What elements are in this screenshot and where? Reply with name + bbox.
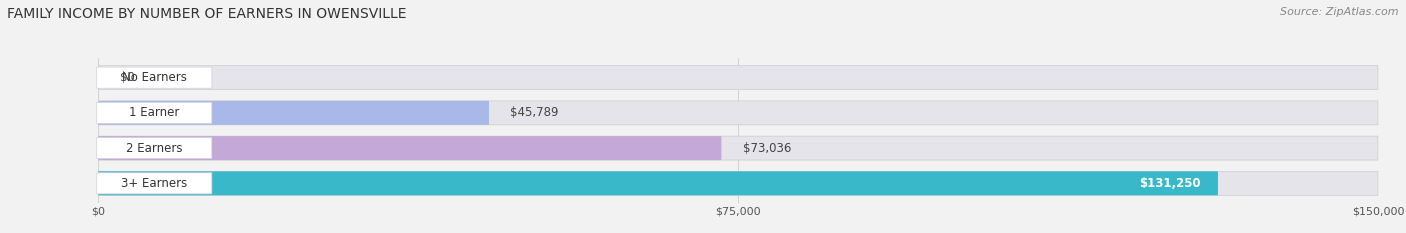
Text: 3+ Earners: 3+ Earners [121, 177, 187, 190]
Text: $73,036: $73,036 [742, 142, 792, 155]
FancyBboxPatch shape [98, 171, 1378, 195]
FancyBboxPatch shape [98, 101, 489, 125]
Text: $0: $0 [120, 71, 135, 84]
FancyBboxPatch shape [97, 67, 212, 88]
FancyBboxPatch shape [98, 66, 1378, 90]
FancyBboxPatch shape [97, 137, 212, 159]
FancyBboxPatch shape [98, 136, 1378, 160]
Text: 2 Earners: 2 Earners [127, 142, 183, 155]
FancyBboxPatch shape [98, 136, 721, 160]
Text: 1 Earner: 1 Earner [129, 106, 180, 119]
Text: $45,789: $45,789 [510, 106, 558, 119]
Text: FAMILY INCOME BY NUMBER OF EARNERS IN OWENSVILLE: FAMILY INCOME BY NUMBER OF EARNERS IN OW… [7, 7, 406, 21]
FancyBboxPatch shape [98, 171, 1218, 195]
Text: No Earners: No Earners [122, 71, 187, 84]
FancyBboxPatch shape [97, 173, 212, 194]
Text: $131,250: $131,250 [1139, 177, 1201, 190]
Text: Source: ZipAtlas.com: Source: ZipAtlas.com [1281, 7, 1399, 17]
FancyBboxPatch shape [98, 101, 1378, 125]
FancyBboxPatch shape [97, 102, 212, 123]
